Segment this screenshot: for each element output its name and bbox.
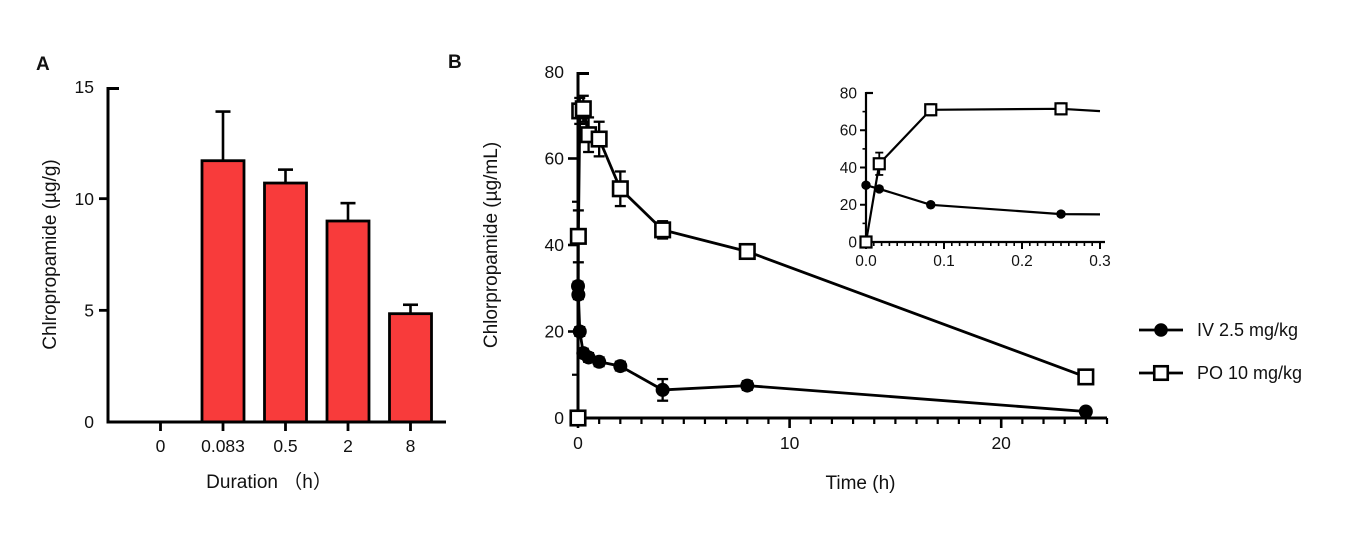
data-point (613, 359, 628, 374)
svg-text:0.2: 0.2 (1011, 253, 1033, 270)
series-line (576, 106, 1087, 419)
svg-text:20: 20 (545, 322, 565, 342)
bar (263, 181, 308, 424)
svg-text:0: 0 (84, 412, 94, 432)
open-square-marker-icon (1139, 364, 1183, 382)
data-point (861, 180, 871, 190)
bar (325, 219, 371, 424)
svg-text:15: 15 (75, 77, 94, 97)
svg-text:10: 10 (75, 189, 95, 209)
svg-text:0: 0 (848, 234, 857, 251)
svg-text:80: 80 (545, 62, 565, 82)
data-point (926, 200, 936, 210)
inset-chart: 0.0 0.1 0.2 0.3 0 20 40 60 80 (840, 85, 1111, 270)
series-po (859, 102, 1101, 249)
bar (388, 312, 433, 424)
panel-b-label: B (448, 52, 462, 73)
x-axis-label: Time (h) (825, 473, 895, 494)
svg-text:80: 80 (840, 85, 858, 102)
svg-text:40: 40 (840, 160, 858, 177)
inset-axes (860, 91, 1105, 249)
data-point (1077, 368, 1095, 386)
legend-label-iv: IV 2.5 mg/kg (1197, 319, 1299, 340)
svg-text:5: 5 (84, 300, 94, 320)
svg-text:8: 8 (406, 436, 416, 456)
svg-text:0.083: 0.083 (201, 436, 245, 456)
data-point (574, 100, 592, 118)
svg-text:20: 20 (840, 197, 858, 214)
data-point (572, 324, 587, 339)
data-point (740, 378, 755, 393)
tick-labels: 0 10 20 0 20 40 60 80 (545, 62, 1012, 453)
tick-labels: 0 5 10 15 0 0.083 0.5 2 8 (75, 77, 416, 456)
data-point (738, 242, 756, 261)
series-line (865, 184, 1101, 216)
panel-b-chart: 0 10 20 0 20 40 60 80 Time (h) Chlorpropamide (µg… (481, 62, 1111, 494)
svg-text:60: 60 (545, 149, 565, 169)
svg-text:0: 0 (573, 433, 583, 453)
svg-text:0.0: 0.0 (855, 253, 877, 270)
data-point (1054, 102, 1068, 116)
data-point (611, 180, 629, 198)
data-point (859, 235, 873, 249)
svg-text:0.5: 0.5 (273, 436, 297, 456)
bar (200, 159, 246, 424)
legend-label-po: PO 10 mg/kg (1197, 362, 1303, 383)
legend: IV 2.5 mg/kg PO 10 mg/kg (1138, 314, 1302, 389)
svg-text:0: 0 (156, 436, 166, 456)
data-point (569, 227, 587, 245)
legend-item-po: PO 10 mg/kg (1138, 357, 1302, 389)
axes (99, 87, 446, 431)
data-point (874, 184, 884, 194)
svg-text:0.1: 0.1 (933, 253, 955, 270)
svg-text:20: 20 (991, 433, 1011, 453)
main-series (569, 94, 1095, 427)
panel-a-label: A (36, 54, 50, 75)
series-po (569, 94, 1095, 427)
svg-text:10: 10 (780, 433, 800, 453)
svg-text:2: 2 (343, 436, 353, 456)
bars (200, 110, 433, 424)
y-axis-label: Chlorpropamide (µg/mL) (481, 142, 502, 348)
series-iv (861, 180, 1101, 219)
axes (568, 72, 1109, 428)
data-point (569, 409, 587, 427)
x-axis-label: Duration （h） (206, 471, 332, 493)
panel-a-chart: 0 5 10 15 0 0.083 0.5 2 8 Duration （h） Chlropropam… (40, 77, 446, 493)
data-point (1056, 209, 1066, 219)
svg-text:60: 60 (840, 123, 858, 140)
data-point (592, 354, 607, 369)
svg-text:0: 0 (554, 408, 564, 428)
inset-tick-labels: 0.0 0.1 0.2 0.3 0 20 40 60 80 (840, 85, 1111, 270)
legend-item-iv: IV 2.5 mg/kg (1138, 314, 1302, 346)
data-point (654, 221, 672, 239)
data-point (924, 103, 938, 117)
data-point (872, 157, 886, 171)
y-axis-label: Chlropropamide (µg/g) (40, 159, 61, 349)
svg-text:40: 40 (545, 235, 565, 255)
svg-text:0.3: 0.3 (1089, 253, 1111, 270)
filled-circle-marker-icon (1139, 323, 1183, 337)
data-point (655, 382, 670, 397)
data-point (1078, 404, 1093, 419)
series-line (864, 107, 1101, 243)
series-iv (571, 279, 1093, 419)
data-point (590, 130, 608, 148)
data-point (581, 350, 596, 365)
